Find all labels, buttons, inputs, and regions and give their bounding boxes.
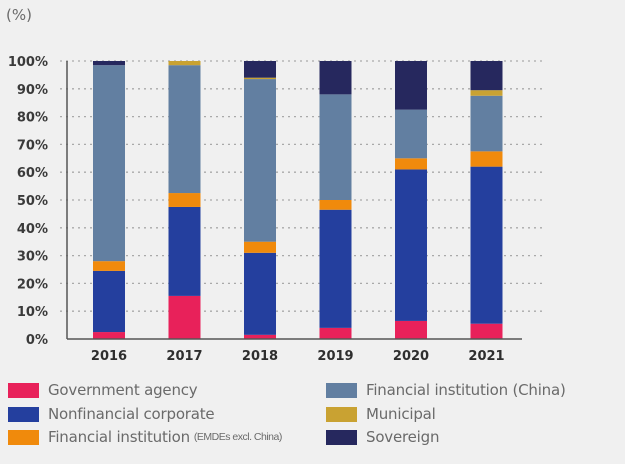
bar-segment-financial-institution-2016 <box>93 261 125 271</box>
legend-swatch-sovereign <box>326 429 357 445</box>
bar-segment-financial-institution-china-2016 <box>93 65 125 262</box>
legend-item-financial-institution-china: Financial institution (China) <box>326 381 566 399</box>
legend-swatch-municipal <box>326 406 357 422</box>
bar-segment-government-agency-2016 <box>93 332 125 339</box>
legend-swatch-government-agency <box>8 382 39 398</box>
legend: Government agency Nonfinancial corporate… <box>0 378 625 458</box>
bar-segment-sovereign-2021 <box>470 61 503 91</box>
stacked-bar-chart: 0%10%20%30%40%50%60%70%80%90%100% 2016 20… <box>8 55 545 364</box>
bar-segment-sovereign-2018 <box>244 61 276 78</box>
bar-segment-nonfinancial-corporate-2021 <box>470 166 503 324</box>
y-tick-label: 90% <box>17 83 48 98</box>
legend-label: Nonfinancial corporate <box>48 405 215 423</box>
y-tick-label: 40% <box>17 222 48 237</box>
legend-item-government-agency: Government agency <box>8 381 198 399</box>
legend-swatch-financial-institution-china <box>326 382 357 398</box>
x-tick-label: 2019 <box>317 349 353 364</box>
legend-label: Municipal <box>366 405 436 423</box>
bar-stack-2019 <box>319 61 352 339</box>
bar-segment-financial-institution-china-2020 <box>395 109 427 159</box>
bar-segment-financial-institution-2019 <box>319 200 352 210</box>
legend-label-note: (EMDEs excl. China) <box>193 431 282 443</box>
y-tick-label: 20% <box>17 277 48 292</box>
bar-segment-nonfinancial-corporate-2019 <box>319 209 352 328</box>
bar-segment-government-agency-2020 <box>395 320 427 339</box>
bar-segment-nonfinancial-corporate-2016 <box>93 270 125 333</box>
bar-segment-sovereign-2019 <box>319 61 352 95</box>
y-axis-unit-label: (%) <box>6 6 32 24</box>
bar-segment-municipal-2021 <box>470 90 503 96</box>
legend-label: Financial institution (China) <box>366 381 566 399</box>
bar-segment-government-agency-2021 <box>470 323 503 339</box>
legend-label: Sovereign <box>366 428 440 446</box>
bar-segment-financial-institution-china-2018 <box>244 79 276 242</box>
y-tick-label: 80% <box>17 111 48 126</box>
legend-item-financial-institution-emdes: Financial institution (EMDEs excl. China… <box>8 428 282 446</box>
bar-segment-government-agency-2017 <box>168 295 201 339</box>
bar-segment-financial-institution-2021 <box>470 151 503 167</box>
bar-segment-financial-institution-china-2017 <box>168 65 201 194</box>
bars <box>93 61 503 339</box>
y-tick-label: 70% <box>17 138 48 153</box>
bar-segment-nonfinancial-corporate-2018 <box>244 252 276 335</box>
bar-segment-municipal-2017 <box>168 61 201 66</box>
legend-label: Financial institution <box>48 428 190 446</box>
x-tick-label: 2017 <box>166 349 202 364</box>
bar-segment-financial-institution-china-2019 <box>319 94 352 200</box>
bar-segment-financial-institution-2017 <box>168 193 201 207</box>
y-tick-label: 50% <box>17 194 48 209</box>
bar-stack-2017 <box>168 61 201 339</box>
legend-swatch-nonfinancial-corporate <box>8 406 39 422</box>
bar-segment-government-agency-2019 <box>319 327 352 339</box>
bar-segment-government-agency-2018 <box>244 334 276 339</box>
bar-stack-2018 <box>244 61 276 339</box>
legend-item-municipal: Municipal <box>326 405 436 423</box>
bar-segment-financial-institution-2020 <box>395 158 427 170</box>
x-tick-label: 2018 <box>242 349 278 364</box>
bar-segment-sovereign-2020 <box>395 61 427 110</box>
y-tick-label: 30% <box>17 250 48 265</box>
bar-stack-2020 <box>395 61 427 339</box>
bar-segment-nonfinancial-corporate-2020 <box>395 169 427 321</box>
bar-stack-2016 <box>93 61 125 339</box>
y-tick-label: 10% <box>17 305 48 320</box>
bar-stack-2021 <box>470 61 503 339</box>
legend-swatch-financial-institution-emdes <box>8 429 39 445</box>
bar-segment-municipal-2018 <box>244 77 276 80</box>
x-tick-label: 2021 <box>468 349 504 364</box>
y-tick-label: 100% <box>8 55 48 70</box>
bar-segment-financial-institution-2018 <box>244 241 276 253</box>
legend-label: Government agency <box>48 381 198 399</box>
legend-item-sovereign: Sovereign <box>326 428 439 446</box>
y-axis-ticks: 0% 10% 20% 30% 40% 50% 60% 70% 80% 90% 100% <box>8 55 48 348</box>
bar-segment-sovereign-2016 <box>93 61 125 66</box>
bar-segment-nonfinancial-corporate-2017 <box>168 206 201 296</box>
y-tick-label: 60% <box>17 166 48 181</box>
bar-segment-financial-institution-china-2021 <box>470 95 503 152</box>
x-tick-label: 2020 <box>393 349 429 364</box>
legend-item-nonfinancial-corporate: Nonfinancial corporate <box>8 405 215 423</box>
x-tick-label: 2016 <box>91 349 127 364</box>
y-tick-label: 0% <box>26 333 48 348</box>
x-axis-ticks: 2016 2017 2018 2019 2020 2021 <box>91 349 505 364</box>
